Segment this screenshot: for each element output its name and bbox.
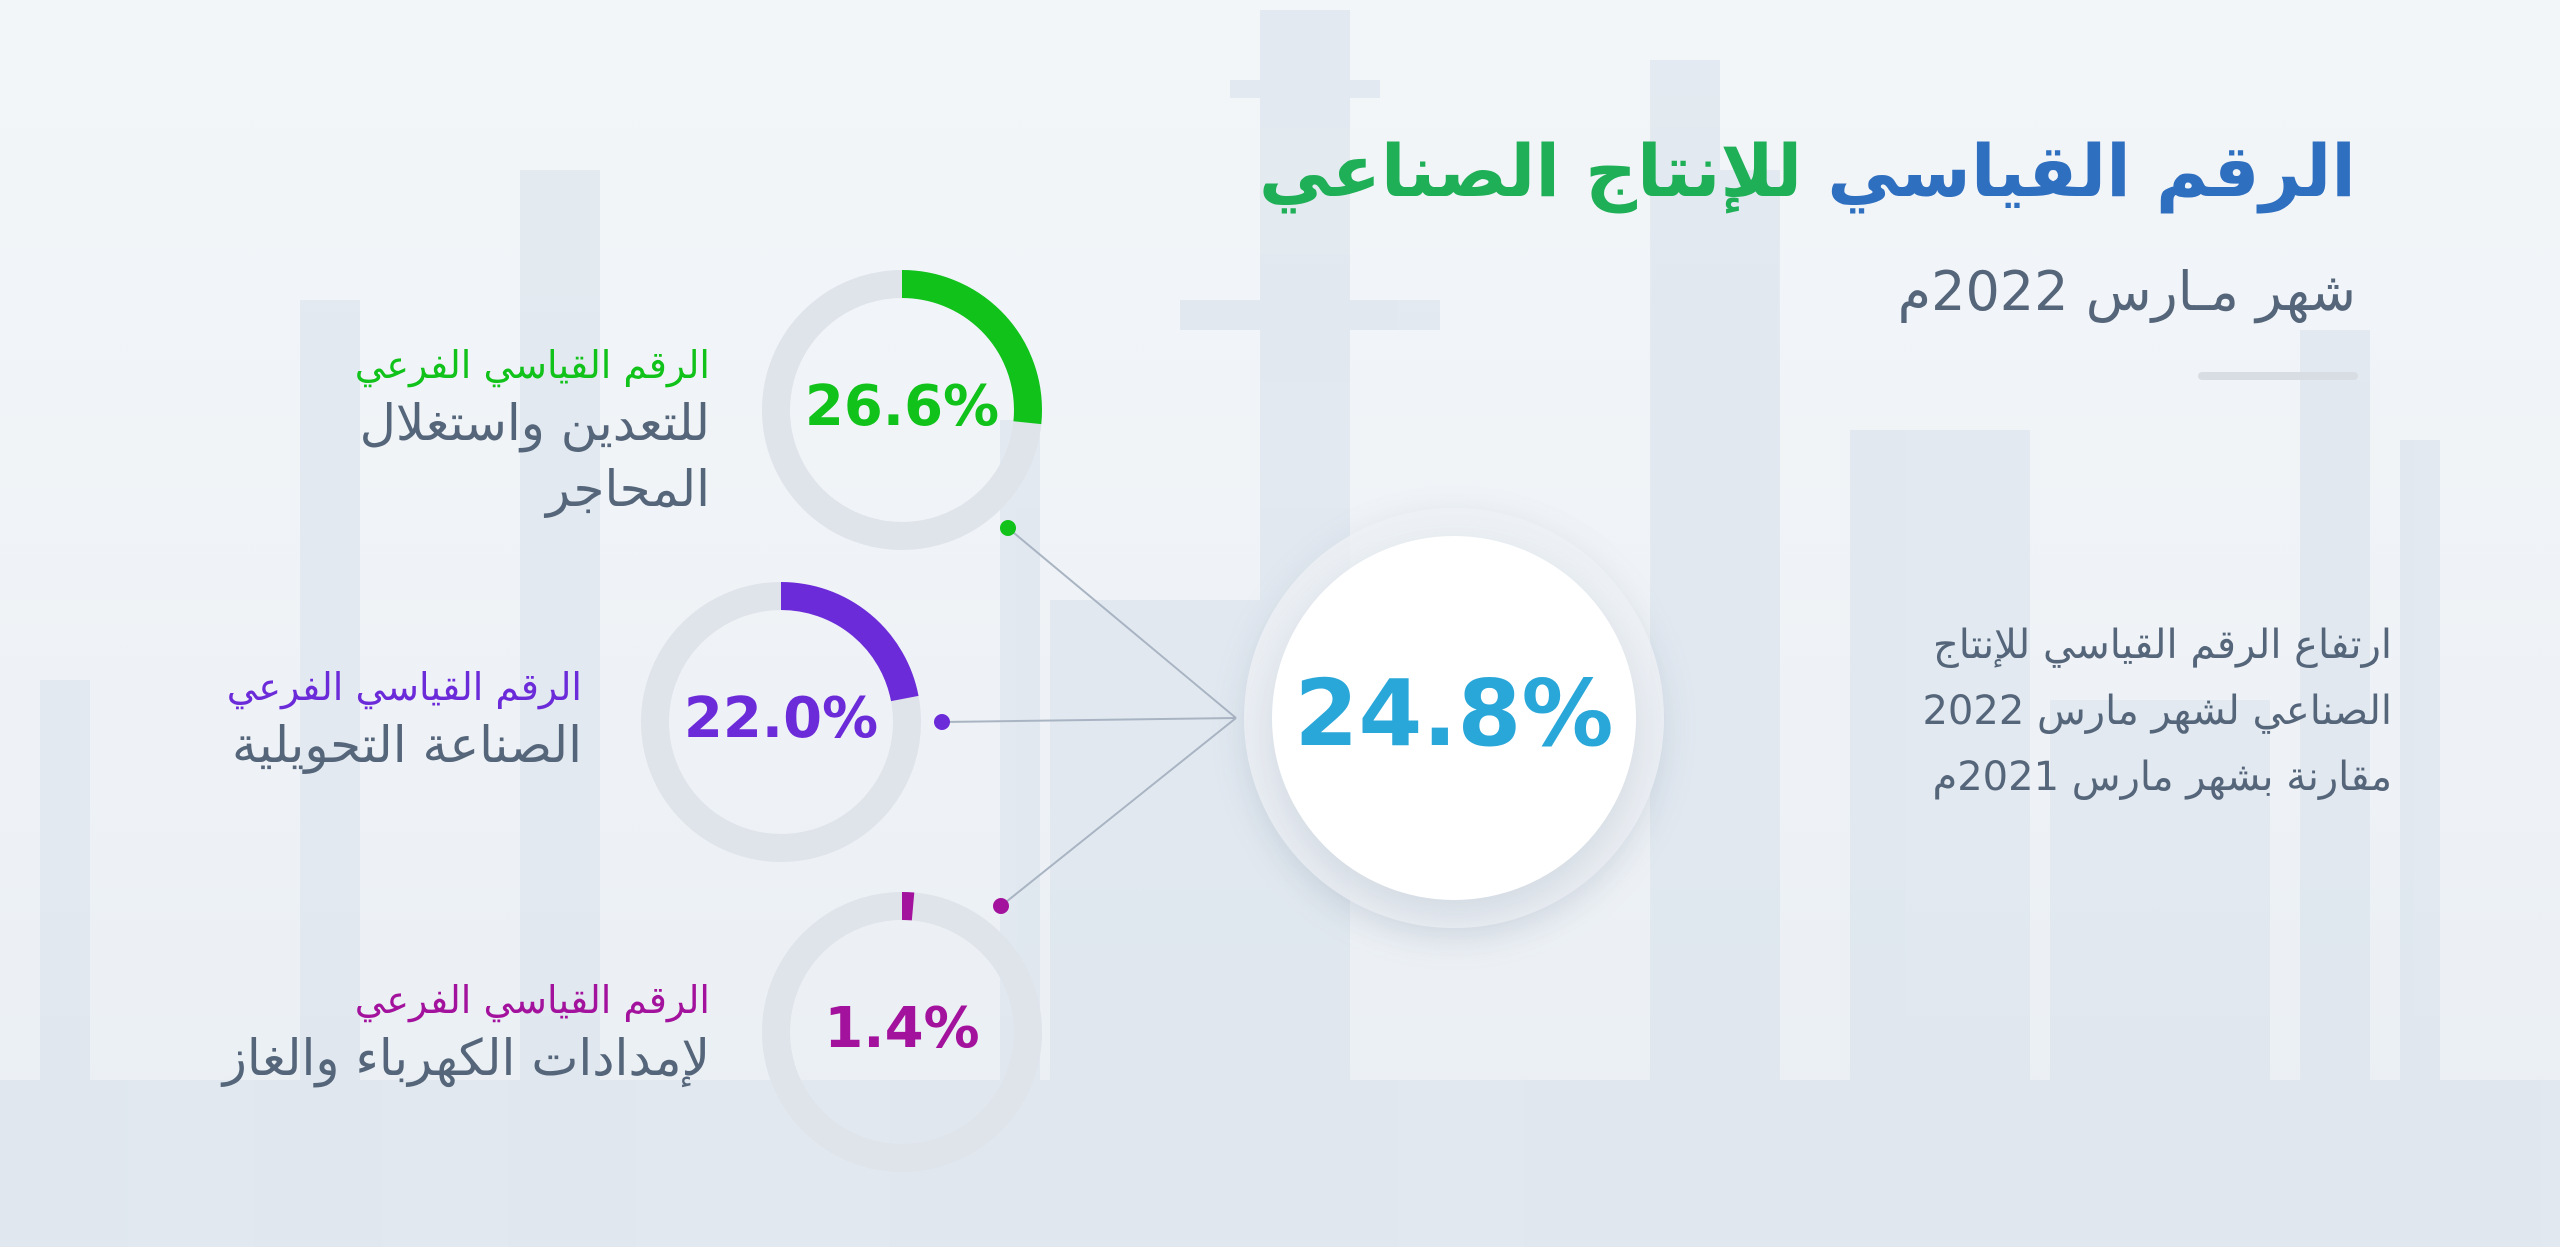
donut-value: 1.4%: [824, 996, 980, 1061]
donut-3: 1.4%: [748, 878, 1056, 1186]
headline-circle: 24.8%: [1244, 508, 1664, 928]
donut-arc: [641, 582, 921, 862]
donut-label-bottom: الصناعة التحويلية: [231, 716, 582, 774]
connector-line: [941, 717, 1237, 723]
donut-1: 26.6%: [748, 256, 1056, 564]
page-title: الرقم القياسي للإنتاج الصناعي: [1259, 128, 2356, 214]
headline-value: 24.8%: [1294, 660, 1614, 767]
donut-label: الرقم القياسي الفرعي لإمدادات الكهرباء وا…: [150, 975, 710, 1091]
connector-line: [1007, 527, 1237, 719]
connector-line: [1000, 717, 1237, 907]
connector-group: [934, 520, 1237, 914]
headline-description: ارتفاع الرقم القياسي للإنتاج الصناعي لشه…: [1922, 622, 2392, 800]
connector-dot: [934, 714, 950, 730]
connector-dot: [993, 898, 1009, 914]
donut-value: 26.6%: [804, 374, 1000, 439]
donut-label-bottom: لإمدادات الكهرباء والغاز: [222, 1029, 710, 1087]
title-part-1: الرقم القياسي: [1827, 129, 2356, 213]
title-part-2: للإنتاج الصناعي: [1258, 129, 1803, 213]
donut-label-top: الرقم القياسي الفرعي: [354, 343, 710, 387]
donut-label-bottom: للتعدين واستغلال المحاجر: [359, 394, 710, 518]
headline-disc: [1272, 536, 1636, 900]
page-subtitle: شهر مـارس 2022م: [1897, 260, 2356, 323]
donut-arc: [762, 892, 1042, 1172]
donut-label-top: الرقم القياسي الفرعي: [226, 665, 582, 709]
donut-arc: [762, 270, 1042, 550]
connector-dot: [1000, 520, 1016, 536]
donut-value: 22.0%: [683, 686, 879, 751]
title-divider: [2198, 372, 2358, 380]
donut-label-top: الرقم القياسي الفرعي: [354, 978, 710, 1022]
donut-label: الرقم القياسي الفرعي الصناعة التحويلية: [22, 662, 582, 778]
donut-2: 22.0%: [627, 568, 935, 876]
donut-label: الرقم القياسي الفرعي للتعدين واستغلال الم…: [290, 340, 710, 522]
